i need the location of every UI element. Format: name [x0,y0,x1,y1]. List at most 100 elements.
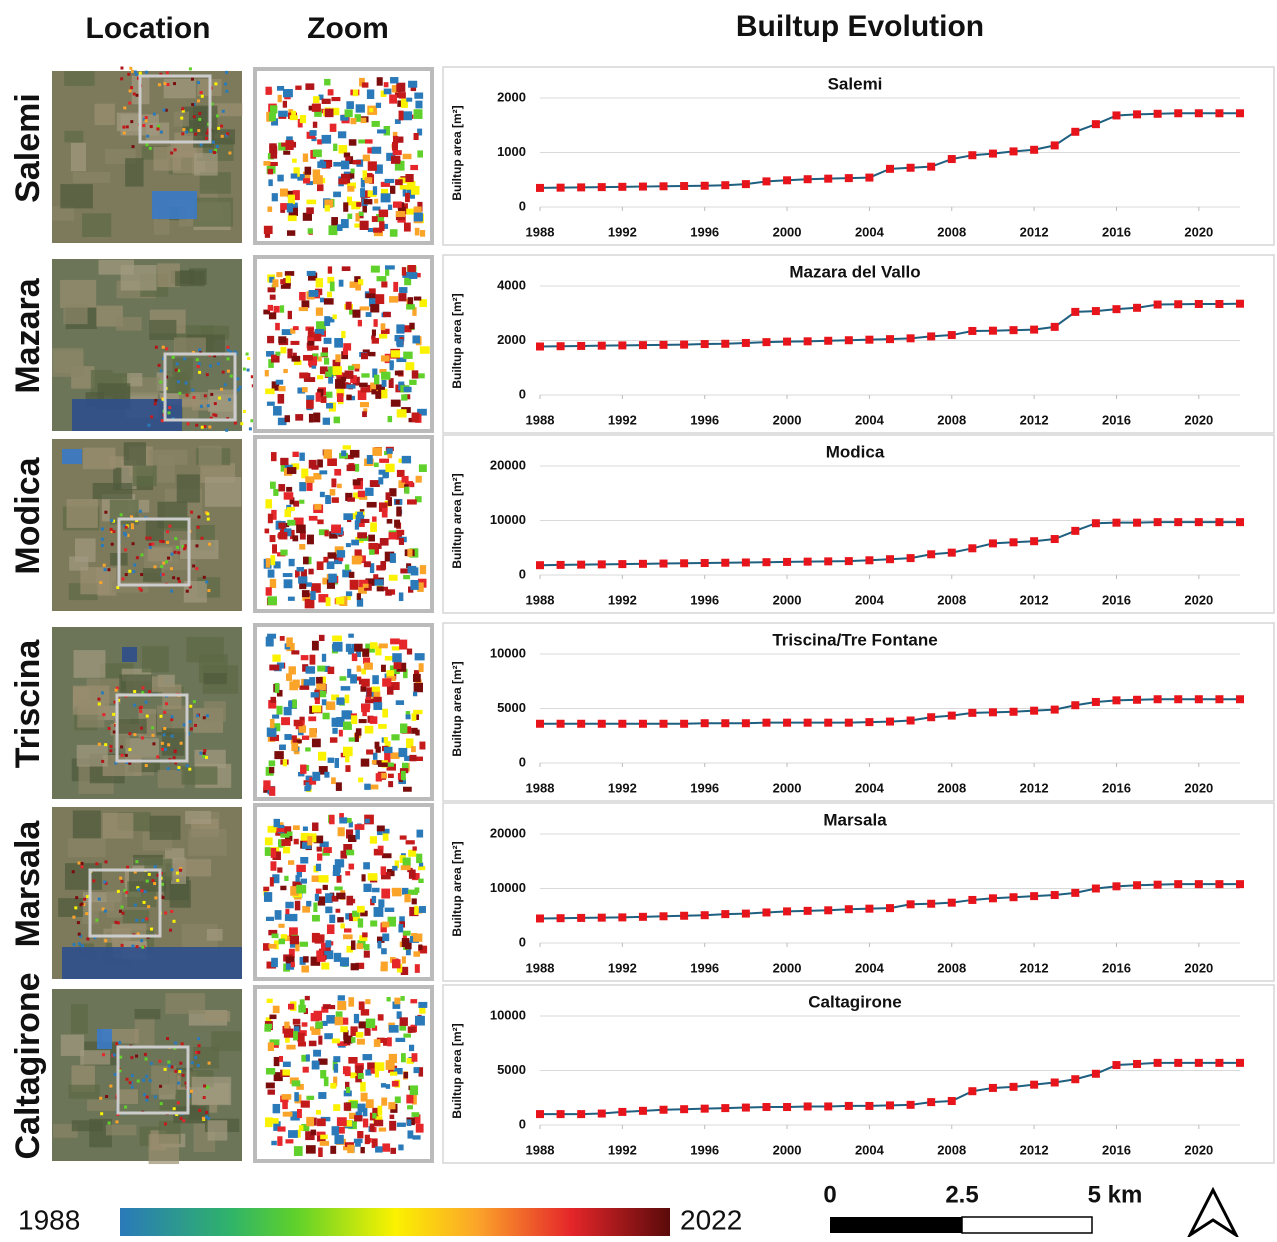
builtup-pixel [181,132,184,135]
builtup-pixel [133,704,136,707]
builtup-pixel [177,551,180,554]
builtup-pixel [97,698,100,701]
builtup-pixel [356,1032,364,1038]
terrain-patch [119,674,152,692]
builtup-pixel [306,482,312,491]
builtup-pixel [348,1057,357,1064]
builtup-pixel [177,766,180,769]
builtup-pixel [354,223,360,227]
builtup-pixel [333,162,341,167]
builtup-pixel [332,1126,339,1135]
builtup-pixel [406,209,414,215]
builtup-pixel [347,186,354,192]
builtup-pixel [174,537,177,540]
builtup-pixel [168,525,171,528]
builtup-pixel [354,1014,359,1023]
data-point [598,720,606,728]
terrain-patch [87,1100,116,1111]
data-point [742,719,750,727]
builtup-pixel [150,1062,153,1065]
data-point [804,558,812,566]
builtup-pixel [347,214,352,219]
builtup-pixel [289,559,295,566]
data-point [1236,880,1244,888]
builtup-pixel [378,477,383,484]
builtup-pixel [316,864,321,871]
data-point [557,1110,565,1118]
builtup-pixel [329,815,335,825]
builtup-pixel [81,903,84,906]
builtup-pixel [408,81,417,88]
builtup-pixel [341,686,351,691]
x-tick-label: 2000 [773,960,802,975]
builtup-pixel [313,1050,321,1057]
builtup-pixel [365,999,370,1004]
builtup-pixel [381,889,390,899]
builtup-pixel [325,940,331,947]
builtup-pixel [297,1109,302,1118]
builtup-pixel [221,135,224,138]
builtup-pixel [274,306,280,313]
builtup-pixel [414,683,423,692]
data-point [1174,518,1182,526]
builtup-pixel [334,953,341,962]
builtup-pixel [316,683,326,691]
terrain-patch [103,813,134,839]
builtup-pixel [101,760,104,763]
builtup-pixel [391,734,399,740]
builtup-pixel [381,1097,387,1105]
terrain-patch [194,750,225,768]
builtup-pixel [283,89,293,97]
builtup-pixel [317,519,323,524]
builtup-pixel [334,469,341,476]
builtup-pixel [160,131,163,134]
builtup-pixel [328,758,334,763]
builtup-pixel [198,362,201,365]
terrain-patch [117,1089,138,1104]
builtup-pixel [98,743,101,746]
data-point [1174,109,1182,117]
builtup-pixel [286,487,292,492]
builtup-pixel [341,331,345,338]
builtup-pixel [408,566,417,573]
terrain-patch [60,280,96,308]
builtup-pixel [195,424,198,427]
builtup-pixel [332,497,339,503]
builtup-pixel [331,777,336,784]
x-tick-label: 1992 [608,1142,637,1157]
builtup-pixel [356,202,361,207]
builtup-pixel [356,104,365,112]
builtup-pixel [287,203,293,212]
builtup-pixel [306,666,316,674]
builtup-pixel [247,369,250,372]
x-tick-label: 2016 [1102,592,1131,607]
builtup-pixel [372,516,376,521]
builtup-pixel [145,143,148,146]
builtup-pixel [270,149,277,159]
builtup-pixel [125,526,128,529]
data-point [886,335,894,343]
y-tick-label: 5000 [497,1062,526,1077]
builtup-pixel [358,1073,364,1079]
data-point [680,1105,688,1113]
builtup-pixel [297,1033,305,1042]
builtup-pixel [77,921,80,924]
builtup-pixel [342,266,351,271]
builtup-pixel [349,572,354,578]
data-point [742,339,750,347]
terrain-patch [165,993,205,1014]
x-tick-label: 2016 [1102,224,1131,239]
builtup-pixel [360,387,369,392]
builtup-pixel [197,129,200,132]
builtup-pixel [197,365,200,368]
builtup-pixel [275,910,282,920]
builtup-pixel [268,287,276,292]
builtup-pixel [159,380,162,383]
builtup-pixel [273,406,282,416]
builtup-pixel [389,1121,396,1131]
builtup-pixel [303,153,308,161]
builtup-pixel [309,290,319,297]
builtup-pixel [295,901,300,911]
builtup-pixel [328,552,336,558]
builtup-pixel [333,366,342,375]
